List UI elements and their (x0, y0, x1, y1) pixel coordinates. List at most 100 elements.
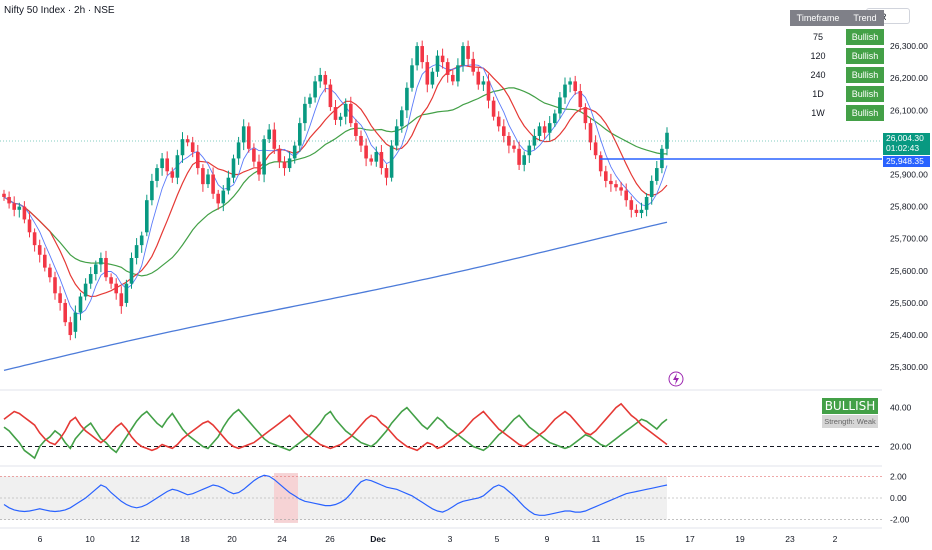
candle-body (349, 103, 353, 124)
dmi-y-tick-label: 20.00 (890, 441, 912, 451)
candle-body (313, 81, 317, 98)
candle-body (53, 277, 57, 294)
candle-body (593, 142, 598, 156)
trend-row: 240 Bullish (790, 67, 884, 83)
x-axis-tick-label: 12 (130, 534, 140, 544)
trend-row: 1W Bullish (790, 105, 884, 121)
candle-body (527, 145, 532, 156)
candle-body (150, 180, 154, 201)
candle-body (58, 293, 62, 303)
x-axis-tick-label: 26 (325, 534, 335, 544)
candle-body (578, 91, 583, 108)
candle-body (170, 171, 175, 178)
candle-body (180, 139, 185, 156)
candle-body (73, 312, 78, 332)
candle-body (502, 126, 506, 136)
candle-body (190, 142, 195, 153)
candle-body (247, 126, 251, 149)
candle-body (415, 46, 419, 66)
candle-body (109, 277, 113, 284)
trend-timeframe: 120 (810, 51, 826, 61)
candle-body (308, 97, 312, 104)
candle-body (231, 158, 236, 178)
candle-body (435, 55, 440, 72)
candle-body (196, 152, 200, 169)
candle-body (216, 193, 220, 204)
candle-body (558, 97, 562, 114)
trend-status: Bullish (846, 67, 884, 83)
y-axis-tick-label: 26,100.00 (890, 105, 928, 115)
trend-timeframe: 1D (812, 89, 824, 99)
lightning-icon-glyph (673, 373, 679, 385)
x-axis-tick-label: 20 (227, 534, 237, 544)
candle-body (68, 322, 73, 336)
candle-body (333, 107, 338, 120)
candle-body (22, 206, 27, 220)
x-axis-tick-label: 3 (448, 534, 453, 544)
candle-body (134, 245, 139, 258)
trend-row: 75 Bullish (790, 29, 884, 45)
candle-body (145, 200, 149, 233)
candle-body (553, 113, 557, 124)
candle-body (461, 46, 465, 66)
candle-body (119, 293, 124, 307)
candle-body (491, 100, 496, 117)
candle-body (364, 145, 368, 159)
candle-body (476, 71, 481, 85)
candle-body (94, 264, 98, 275)
candle-body (318, 74, 322, 82)
level-price-tag[interactable]: 25,948.35 (883, 156, 930, 167)
candle-body (206, 174, 210, 185)
trend-table-header-timeframe: Timeframe (790, 10, 846, 26)
level-price-value: 25,948.35 (886, 156, 924, 166)
y-axis-tick-label: 25,700.00 (890, 234, 928, 244)
candle-body (343, 103, 348, 117)
candle-body (328, 84, 333, 108)
candle-body (445, 62, 450, 75)
candle-body (354, 123, 358, 136)
candle-body (379, 152, 384, 169)
ma-mid-line (3, 64, 668, 298)
candle-body (104, 257, 108, 278)
symbol-title[interactable]: Nifty 50 Index · 2h · NSE (4, 5, 115, 16)
candle-body (400, 110, 404, 127)
candle-body (609, 180, 613, 185)
candle-body (440, 55, 445, 63)
y-axis-tick-label: 25,500.00 (890, 298, 928, 308)
y-axis-tick-label: 25,300.00 (890, 362, 928, 372)
y-axis-tick-label: 25,400.00 (890, 330, 928, 340)
x-axis-tick-label: 15 (635, 534, 645, 544)
y-axis-tick-label: 25,800.00 (890, 202, 928, 212)
candle-body (496, 116, 501, 127)
candle-body (471, 58, 475, 72)
candle-body (568, 81, 572, 85)
x-axis-tick-label: 9 (545, 534, 550, 544)
trend-status: Bullish (846, 86, 884, 102)
y-axis-tick-label: 26,200.00 (890, 73, 928, 83)
x-axis-tick-label: 23 (785, 534, 795, 544)
candle-body (451, 74, 455, 82)
candle-body (236, 142, 241, 159)
candle-body (2, 193, 6, 197)
last-price-tag[interactable]: 26,004.30 01:02:43 (883, 133, 930, 155)
candle-body (83, 283, 88, 297)
candle-body (201, 168, 205, 185)
oscillator-line (3, 474, 668, 516)
candle-body (88, 274, 93, 284)
osc-y-tick-label: 0.00 (890, 493, 907, 503)
x-axis-tick-label: 5 (495, 534, 500, 544)
candle-body (114, 283, 118, 294)
trend-table: Timeframe Trend 75 Bullish 120 Bullish 240… (790, 7, 884, 124)
last-price-value: 26,004.30 (886, 133, 924, 143)
candle-body (63, 302, 67, 323)
lightning-icon (668, 371, 684, 387)
candle-body (425, 62, 430, 85)
candle-body (78, 296, 83, 313)
candle-body (410, 65, 414, 88)
candle-body (241, 126, 246, 143)
candle-body (124, 283, 129, 303)
candle-body (99, 257, 103, 265)
candle-body (588, 123, 593, 143)
x-axis-tick-label: 17 (685, 534, 695, 544)
